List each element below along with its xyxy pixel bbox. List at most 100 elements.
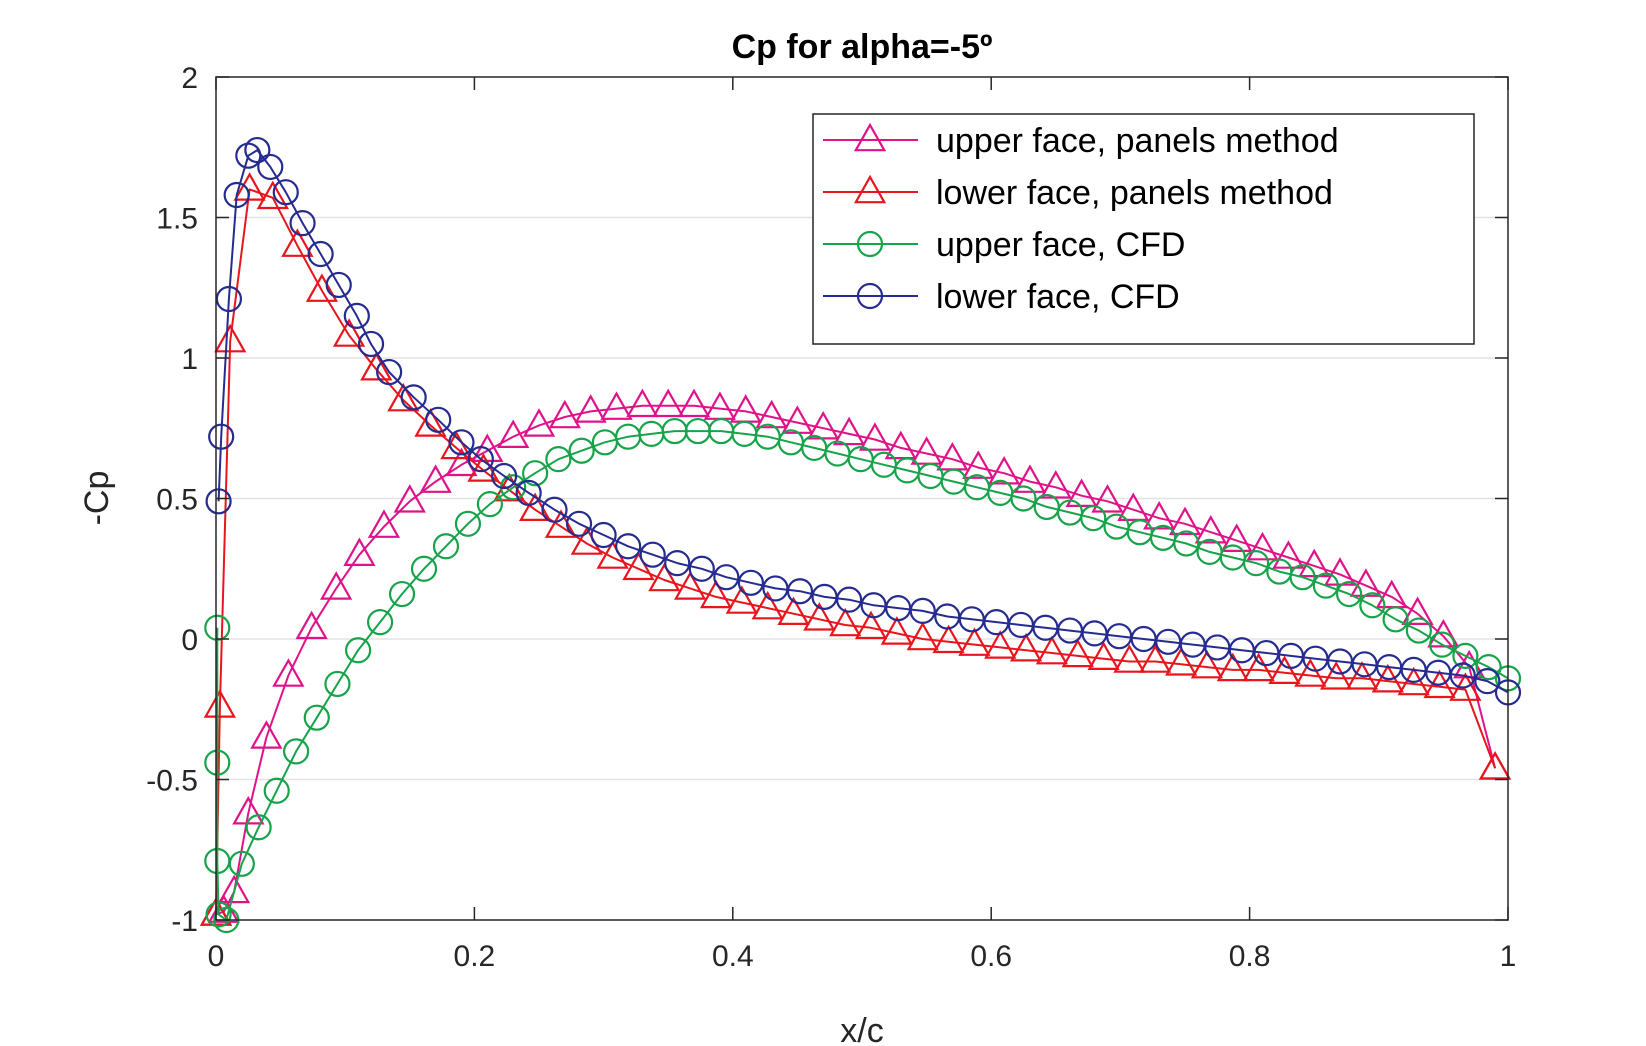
data-point bbox=[737, 569, 764, 596]
data-point bbox=[1061, 638, 1094, 668]
data-point bbox=[1113, 644, 1146, 673]
data-point bbox=[345, 637, 372, 664]
data-point bbox=[984, 630, 1017, 659]
data-point bbox=[1475, 653, 1502, 681]
data-point bbox=[988, 455, 1021, 485]
data-point bbox=[713, 564, 740, 591]
data-point bbox=[648, 562, 681, 592]
y-tick-label: 0.5 bbox=[156, 484, 198, 517]
legend-label: upper face, panels method bbox=[936, 122, 1339, 160]
data-point bbox=[1009, 632, 1043, 662]
data-point bbox=[751, 590, 784, 620]
y-tick-label: -0.5 bbox=[146, 765, 198, 798]
y-axis-label: -Cp bbox=[78, 471, 116, 526]
data-point bbox=[467, 453, 500, 482]
data-point bbox=[343, 302, 370, 329]
legend-marker bbox=[856, 230, 884, 258]
data-point bbox=[245, 814, 272, 841]
data-point bbox=[1474, 668, 1501, 695]
data-point bbox=[491, 462, 518, 490]
y-tick-label: 1 bbox=[181, 343, 198, 376]
data-point bbox=[393, 484, 426, 513]
data-point bbox=[476, 491, 504, 518]
data-point bbox=[387, 382, 420, 412]
data-point bbox=[343, 537, 376, 567]
data-point bbox=[1289, 564, 1316, 591]
data-point bbox=[548, 399, 581, 429]
data-point bbox=[1220, 523, 1253, 553]
data-point bbox=[1165, 647, 1198, 676]
x-tick-label: 0.4 bbox=[712, 940, 754, 973]
data-point bbox=[1173, 530, 1200, 557]
data-point bbox=[1272, 540, 1305, 569]
data-point bbox=[854, 610, 888, 640]
tick-layer: -1 -0.5 0 0.5 1 1.5 2 0 0.2 0.4 0.6 0.8 1 bbox=[146, 62, 1516, 973]
data-point bbox=[786, 578, 814, 605]
legend-marker bbox=[853, 122, 887, 152]
data-point bbox=[307, 240, 334, 268]
data-point bbox=[1117, 492, 1150, 522]
data-point bbox=[1035, 635, 1069, 665]
data-point bbox=[1312, 572, 1339, 599]
data-point bbox=[725, 585, 758, 614]
data-point bbox=[1168, 506, 1202, 536]
data-point bbox=[1401, 596, 1434, 626]
data-point bbox=[256, 180, 289, 210]
data-point bbox=[1246, 531, 1279, 561]
data-point bbox=[414, 408, 447, 437]
data-point bbox=[432, 533, 460, 560]
data-point bbox=[639, 541, 666, 568]
data-point bbox=[454, 510, 482, 537]
data-point bbox=[214, 323, 247, 353]
data-point bbox=[677, 388, 711, 418]
data-point bbox=[574, 394, 607, 423]
data-point bbox=[622, 551, 655, 581]
data-point bbox=[515, 479, 542, 506]
data-point bbox=[1013, 464, 1047, 493]
data-point bbox=[1320, 661, 1353, 690]
data-point bbox=[522, 408, 556, 437]
data-point bbox=[1452, 642, 1479, 669]
data-point bbox=[250, 720, 283, 749]
data-point bbox=[467, 446, 494, 473]
data-point bbox=[1242, 652, 1275, 682]
data-point bbox=[448, 429, 475, 456]
data-point bbox=[803, 602, 836, 631]
y-tick-label: 1.5 bbox=[156, 203, 198, 236]
data-point bbox=[615, 533, 642, 560]
data-point bbox=[208, 423, 235, 450]
legend: upper face, panels method lower face, pan… bbox=[812, 113, 1475, 345]
data-point bbox=[1080, 505, 1107, 532]
data-point bbox=[295, 610, 328, 640]
data-point bbox=[272, 658, 305, 687]
x-tick-label: 0.8 bbox=[1229, 940, 1271, 973]
data-point bbox=[320, 571, 353, 600]
data-point bbox=[332, 318, 366, 347]
data-point bbox=[568, 437, 595, 464]
data-point bbox=[367, 509, 401, 538]
data-point bbox=[1382, 606, 1409, 633]
data-point bbox=[205, 488, 232, 515]
data-point bbox=[880, 616, 913, 645]
data-point bbox=[233, 172, 266, 201]
data-point bbox=[400, 384, 427, 411]
data-point bbox=[303, 704, 330, 731]
data-point bbox=[664, 550, 691, 577]
data-point bbox=[1268, 655, 1301, 685]
legend-entry: upper face, CFD bbox=[823, 226, 1185, 264]
data-point bbox=[223, 181, 250, 209]
data-point bbox=[884, 430, 917, 460]
x-axis-label: x/c bbox=[840, 1012, 883, 1046]
data-point bbox=[590, 521, 617, 549]
data-point bbox=[626, 388, 659, 418]
data-point bbox=[1139, 644, 1172, 673]
data-point bbox=[1397, 666, 1430, 696]
data-point bbox=[388, 580, 416, 608]
legend-label: lower face, panels method bbox=[936, 174, 1333, 212]
data-point bbox=[958, 627, 991, 656]
x-tick-label: 0 bbox=[208, 940, 225, 973]
data-point bbox=[217, 874, 251, 904]
series-lower-face-cfd bbox=[205, 136, 1522, 706]
data-point bbox=[522, 460, 549, 487]
